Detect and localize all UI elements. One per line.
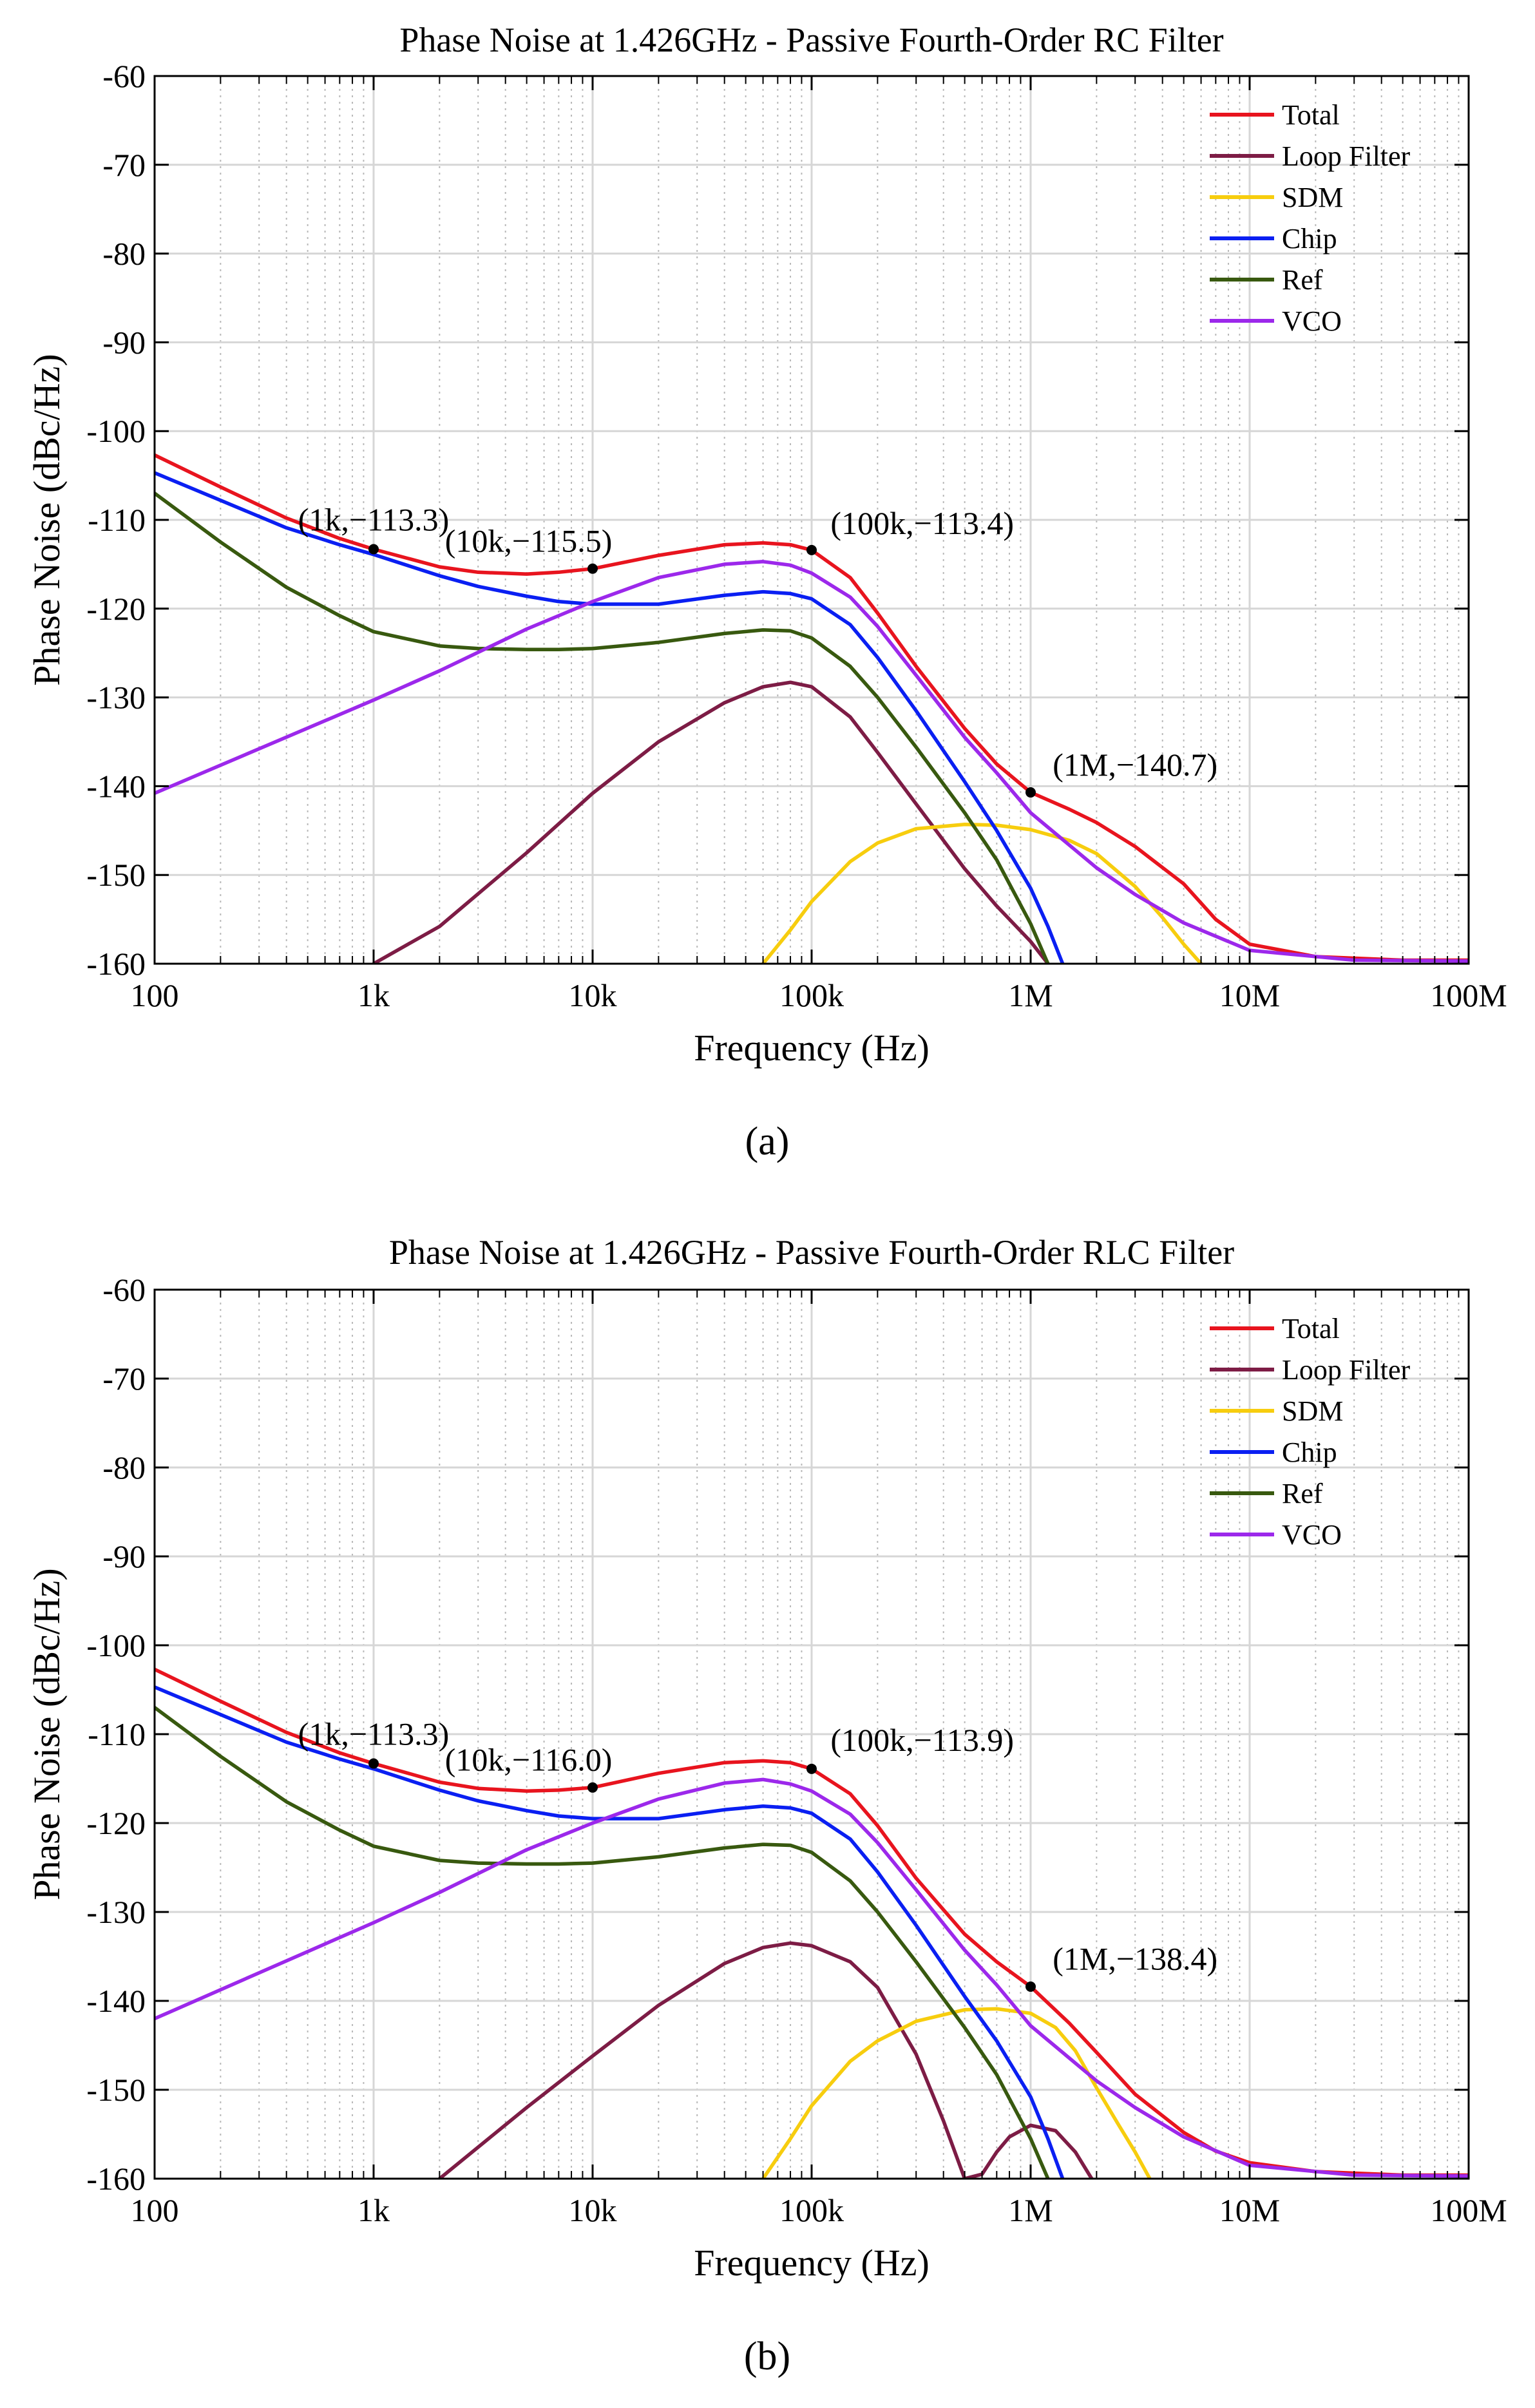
chart-title: Phase Noise at 1.426GHz - Passive Fourth… xyxy=(399,21,1223,59)
annotation-label: (100k,−113.9) xyxy=(830,1722,1014,1758)
series-line-sdm xyxy=(761,2007,1152,2179)
series-line-ref xyxy=(155,491,1050,964)
legend-label: SDM xyxy=(1282,182,1343,213)
y-tick-label: -130 xyxy=(86,680,146,716)
x-tick-label: 100k xyxy=(779,977,844,1013)
legend-label: Ref xyxy=(1282,264,1323,296)
y-tick-label: -150 xyxy=(86,2072,146,2108)
x-tick-label: 1M xyxy=(1008,977,1053,1013)
x-tick-label: 10M xyxy=(1219,2192,1280,2228)
y-tick-label: -120 xyxy=(86,1805,146,1841)
series-line-loop-filter xyxy=(437,1941,1094,2179)
annotation-marker xyxy=(1025,1981,1036,1992)
y-tick-label: -70 xyxy=(102,147,146,183)
annotation-marker xyxy=(368,544,379,555)
axes: 100 1k 10k 100k 1M 10M 100M -60 -70 -80 -90 -100 -11… xyxy=(86,58,1507,1013)
annotation-label: (1k,−113.3) xyxy=(298,1716,450,1752)
legend-label: Chip xyxy=(1282,1437,1337,1468)
y-tick-label: -130 xyxy=(86,1894,146,1930)
y-tick-label: -140 xyxy=(86,1983,146,2019)
annotation-marker xyxy=(587,563,598,574)
y-tick-label: -60 xyxy=(102,1272,146,1308)
y-tick-label: -150 xyxy=(86,857,146,893)
chart-rlc-filter: (1k,−113.3)(10k,−116.0) (100k,−113.9) (1M,… xyxy=(26,1233,1507,2284)
legend: Total Loop Filter SDM Chip Ref VCO xyxy=(1210,1313,1411,1551)
legend-label: Ref xyxy=(1282,1478,1323,1509)
annotation-label: (10k,−115.5) xyxy=(445,523,613,559)
annotation-label: (1M,−138.4) xyxy=(1053,1941,1217,1977)
y-tick-label: -80 xyxy=(102,236,146,272)
y-axis-label: Phase Noise (dBc/Hz) xyxy=(26,1568,68,1900)
legend-label: Loop Filter xyxy=(1282,1354,1411,1386)
series-line-ref xyxy=(155,1705,1050,2179)
x-axis-label: Frequency (Hz) xyxy=(694,2242,930,2284)
annotation-label: (1M,−140.7) xyxy=(1053,747,1217,783)
y-axis-label: Phase Noise (dBc/Hz) xyxy=(26,354,68,685)
legend-label: Loop Filter xyxy=(1282,140,1411,172)
x-tick-label: 100k xyxy=(779,2192,844,2228)
axes: 100 1k 10k 100k 1M 10M 100M -60 -70 -80 -90 -100 -11… xyxy=(86,1272,1507,2228)
annotation-marker xyxy=(806,544,817,555)
series-line-vco xyxy=(155,1777,1469,2178)
annotations: (1k,−113.3)(10k,−116.0) (100k,−113.9) (1M,… xyxy=(298,1716,1217,1992)
y-tick-label: -100 xyxy=(86,413,146,449)
x-tick-label: 1M xyxy=(1008,2192,1053,2228)
annotations: (1k,−113.3)(10k,−115.5) (100k,−113.4) (1M,… xyxy=(298,502,1217,798)
x-tick-label: 10M xyxy=(1219,977,1280,1013)
legend-label: Total xyxy=(1282,99,1340,131)
series-line-total xyxy=(155,1667,1469,2177)
annotation-marker xyxy=(1025,787,1036,798)
x-tick-label: 1k xyxy=(358,977,390,1013)
annotation-marker xyxy=(587,1782,598,1793)
y-tick-label: -100 xyxy=(86,1627,146,1663)
series-line-chip xyxy=(155,471,1065,964)
y-tick-label: -80 xyxy=(102,1449,146,1486)
legend-label: VCO xyxy=(1282,1519,1342,1551)
series-line-vco xyxy=(155,560,1469,963)
chart-rc-filter: (1k,−113.3)(10k,−115.5) (100k,−113.4) (1M,… xyxy=(26,21,1507,1069)
chart-title: Phase Noise at 1.426GHz - Passive Fourth… xyxy=(389,1233,1234,1272)
series-lines xyxy=(155,1667,1469,2179)
annotation-label: (100k,−113.4) xyxy=(830,505,1014,541)
x-tick-label: 10k xyxy=(569,2192,617,2228)
legend-label: VCO xyxy=(1282,305,1342,337)
legend: Total Loop Filter SDM Chip Ref VCO xyxy=(1210,99,1411,337)
y-tick-label: -90 xyxy=(102,324,146,360)
caption-b: (b) xyxy=(744,2335,790,2378)
legend-label: Chip xyxy=(1282,223,1337,254)
series-line-total xyxy=(155,453,1469,962)
y-tick-label: -70 xyxy=(102,1361,146,1397)
x-tick-label: 10k xyxy=(569,977,617,1013)
y-tick-label: -140 xyxy=(86,768,146,804)
y-tick-label: -110 xyxy=(88,502,146,538)
x-tick-label: 100M xyxy=(1430,2192,1507,2228)
legend-label: SDM xyxy=(1282,1395,1343,1427)
y-tick-label: -120 xyxy=(86,591,146,627)
x-tick-label: 100 xyxy=(131,2192,179,2228)
series-line-chip xyxy=(155,1685,1065,2179)
series-line-loop-filter xyxy=(372,680,1050,964)
x-tick-label: 1k xyxy=(358,2192,390,2228)
annotation-marker xyxy=(806,1763,817,1774)
x-axis-label: Frequency (Hz) xyxy=(694,1027,930,1069)
x-tick-label: 100M xyxy=(1430,977,1507,1013)
y-tick-label: -60 xyxy=(102,58,146,94)
y-tick-label: -160 xyxy=(86,2161,146,2197)
y-tick-label: -110 xyxy=(88,1716,146,1752)
caption-a: (a) xyxy=(745,1120,790,1163)
y-tick-label: -90 xyxy=(102,1538,146,1574)
annotation-label: (1k,−113.3) xyxy=(298,502,450,538)
x-tick-label: 100 xyxy=(131,977,179,1013)
legend-label: Total xyxy=(1282,1313,1340,1344)
annotation-marker xyxy=(368,1758,379,1769)
y-tick-label: -160 xyxy=(86,946,146,982)
series-lines xyxy=(155,453,1469,964)
annotation-label: (10k,−116.0) xyxy=(445,1742,613,1778)
